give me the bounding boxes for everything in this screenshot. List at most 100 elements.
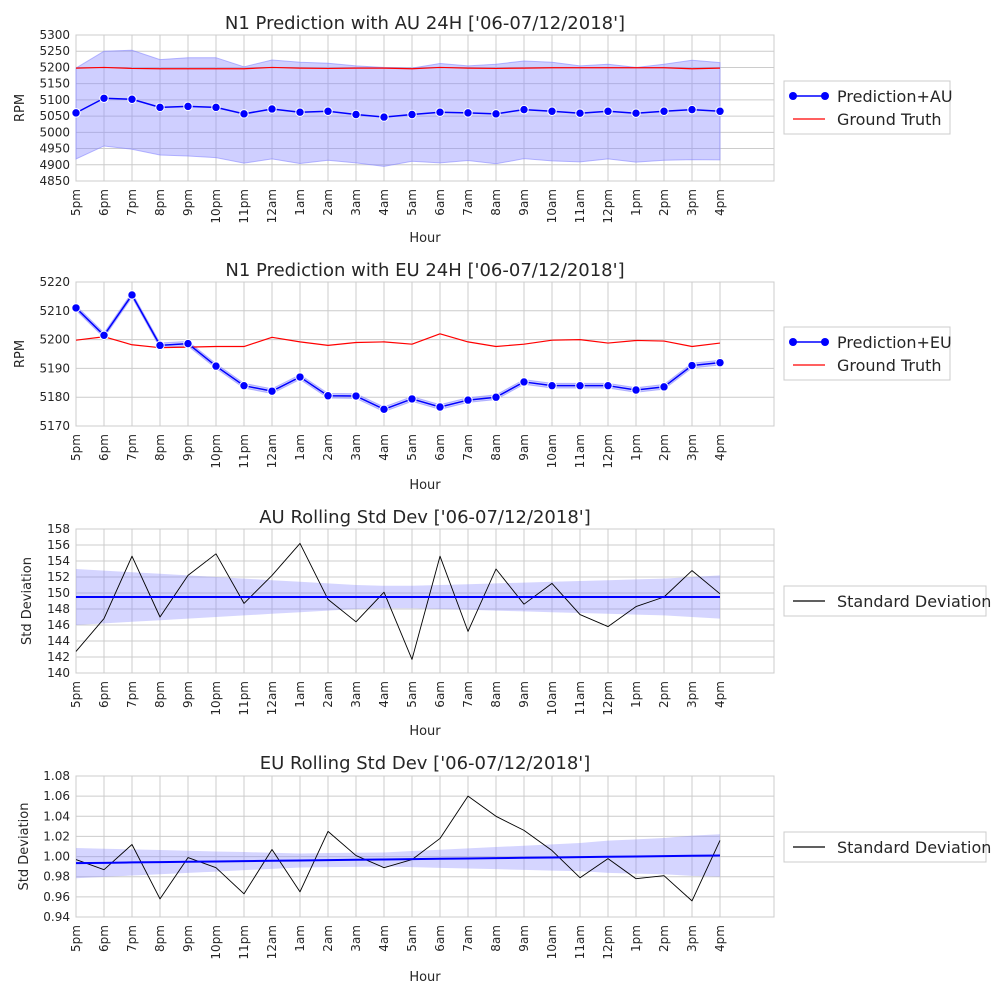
data-point (463, 395, 473, 405)
y-tick-label: 5220 (39, 275, 70, 289)
y-tick-label: 0.96 (43, 890, 70, 904)
x-tick-label: 7pm (125, 189, 139, 216)
x-tick-label: 12am (265, 925, 279, 959)
y-tick-label: 158 (47, 522, 70, 536)
data-point (127, 94, 137, 104)
data-point (239, 109, 249, 119)
y-tick-label: 148 (47, 602, 70, 616)
x-tick-label: 7am (461, 925, 475, 952)
legend-label: Ground Truth (837, 110, 942, 129)
chart-panel-3: 140 142 144 146 148 150 152 154 156 158 5pm 6pm 7pm 8… (20, 507, 991, 739)
x-tick-label: 12am (265, 681, 279, 715)
x-tick-label: 5am (405, 189, 419, 216)
data-point (211, 102, 221, 113)
data-point (379, 404, 389, 414)
x-tick-label: 8pm (153, 189, 167, 216)
x-tick-label: 2pm (657, 925, 671, 952)
data-point (491, 392, 501, 402)
legend-label: Prediction+AU (837, 87, 953, 106)
x-tick-label: 4am (377, 681, 391, 708)
y-tick-label: 5000 (39, 125, 70, 139)
data-point (715, 106, 725, 116)
legend: Prediction+AU Ground Truth (783, 80, 953, 135)
x-tick-label: 10pm (209, 189, 223, 224)
x-tick-label: 10pm (209, 925, 223, 960)
x-tick-label: 2am (321, 681, 335, 708)
data-point (547, 106, 557, 116)
y-tick-label: 5190 (39, 361, 70, 375)
series-line (75, 66, 721, 70)
x-tick-label: 11pm (237, 434, 251, 469)
x-tick-label: 6pm (97, 434, 111, 461)
plot-area (75, 528, 775, 674)
x-tick-label: 10pm (209, 681, 223, 716)
x-tick-label: 1am (293, 189, 307, 216)
x-tick-label: 3pm (685, 925, 699, 952)
x-tick-label: 5am (405, 681, 419, 708)
x-tick-label: 2pm (657, 434, 671, 461)
y-tick-label: 4950 (39, 142, 70, 156)
legend-marker (789, 92, 797, 100)
legend-label: Standard Deviation (837, 592, 991, 611)
x-tick-label: 11pm (237, 925, 251, 960)
x-tick-label: 10am (545, 925, 559, 959)
data-point (435, 402, 445, 412)
data-point (519, 377, 529, 387)
y-tick-label: 5170 (39, 419, 70, 433)
x-tick-label: 8pm (153, 925, 167, 952)
y-tick-label: 1.00 (43, 850, 70, 864)
data-point (323, 391, 333, 401)
y-tick-label: 5050 (39, 109, 70, 123)
x-tick-label: 1pm (629, 681, 643, 708)
x-tick-label: 5am (405, 434, 419, 461)
series-line (75, 795, 721, 902)
x-tick-label: 8pm (153, 681, 167, 708)
x-tick-label: 9am (517, 925, 531, 952)
x-tick-label: 11am (573, 925, 587, 959)
x-tick-label: 11pm (237, 681, 251, 716)
legend-label: Ground Truth (837, 356, 942, 375)
x-tick-label: 10pm (209, 434, 223, 469)
y-tick-label: 5210 (39, 304, 70, 318)
chart-title: AU Rolling Std Dev ['06-07/12/2018'] (259, 507, 591, 528)
legend-frame (783, 585, 987, 617)
x-tick-label: 1pm (629, 925, 643, 952)
x-tick-label: 4pm (713, 681, 727, 708)
y-tick-label: 146 (47, 618, 70, 632)
legend-marker (789, 338, 797, 346)
x-tick-label: 1pm (629, 434, 643, 461)
data-point (659, 382, 669, 392)
data-point (715, 357, 725, 368)
x-tick-label: 3pm (685, 434, 699, 461)
trend-line (75, 854, 721, 865)
x-tick-label: 11pm (237, 189, 251, 224)
legend-label: Standard Deviation (837, 838, 991, 857)
chart-panel-2: 5170 5180 5190 5200 5210 5220 5pm 6pm 7pm 8pm 9pm 1… (13, 260, 952, 493)
data-point (435, 107, 445, 117)
chart-title: EU Rolling Std Dev ['06-07/12/2018'] (260, 753, 591, 774)
legend: Prediction+EU Ground Truth (783, 326, 952, 381)
x-tick-label: 8am (489, 681, 503, 708)
x-tick-label: 9pm (181, 681, 195, 708)
x-tick-label: 6am (433, 434, 447, 461)
data-point (351, 391, 361, 401)
data-point (603, 380, 613, 391)
chart-title: N1 Prediction with EU 24H ['06-07/12/201… (225, 260, 624, 281)
data-point (267, 386, 277, 396)
x-tick-label: 8am (489, 434, 503, 461)
data-point (183, 338, 193, 349)
data-point (295, 107, 305, 117)
y-tick-label: 150 (47, 586, 70, 600)
x-tick-label: 2am (321, 925, 335, 952)
x-tick-label: 10am (545, 681, 559, 715)
y-tick-label: 5100 (39, 93, 70, 107)
data-point (631, 108, 641, 118)
x-tick-label: 4am (377, 925, 391, 952)
y-tick-label: 140 (47, 666, 70, 680)
x-tick-label: 3am (349, 681, 363, 708)
x-tick-label: 5pm (69, 434, 83, 461)
y-tick-label: 5200 (39, 60, 70, 74)
data-point (127, 290, 137, 300)
y-tick-label: 4900 (39, 158, 70, 172)
